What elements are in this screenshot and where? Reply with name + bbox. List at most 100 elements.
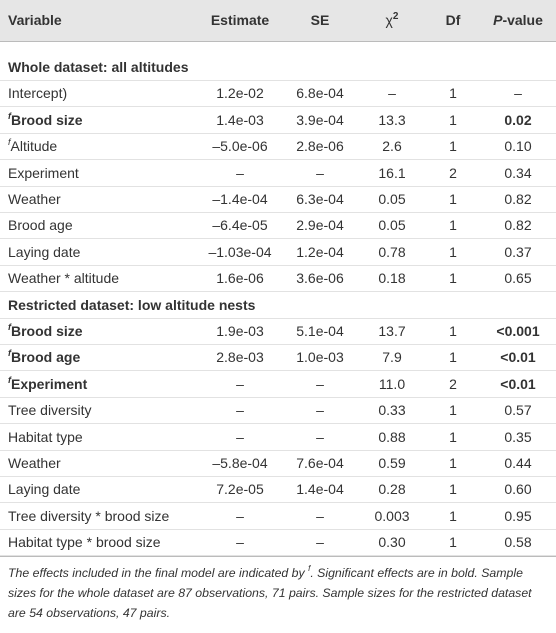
data-row: fBrood size 1.9e-03 5.1e-04 13.7 1 <0.001 bbox=[0, 318, 556, 345]
df-cell: 1 bbox=[449, 455, 457, 471]
chi2-cell: 13.3 bbox=[378, 111, 406, 128]
df-cell: 1 bbox=[449, 270, 457, 287]
df-cell: 1 bbox=[449, 349, 457, 366]
variable-name: Intercept) bbox=[8, 85, 68, 102]
data-row: Laying date 7.2e-05 1.4e-04 0.28 1 0.60 bbox=[0, 476, 556, 504]
variable-cell: Tree diversity * brood size bbox=[8, 503, 169, 529]
variable-cell: Experiment bbox=[8, 160, 79, 186]
se-cell: 5.1e-04 bbox=[296, 323, 344, 339]
df-cell: 1 bbox=[449, 323, 457, 339]
chi2-cell: 0.28 bbox=[378, 481, 406, 498]
data-row: Habitat type * brood size – – 0.30 1 0.58 bbox=[0, 529, 556, 557]
data-row: Laying date –1.03e-04 1.2e-04 0.78 1 0.37 bbox=[0, 239, 556, 266]
variable-name: Laying date bbox=[8, 481, 81, 498]
estimate-cell: –5.0e-06 bbox=[212, 138, 268, 155]
estimate-cell: – bbox=[236, 507, 244, 524]
variable-cell: Weather bbox=[8, 186, 61, 212]
variable-cell: Laying date bbox=[8, 476, 80, 502]
chi2-cell: 7.9 bbox=[382, 349, 402, 366]
p-cell: 0.82 bbox=[504, 217, 532, 234]
variable-name: Brood size bbox=[11, 111, 83, 128]
chi2-cell: 0.003 bbox=[374, 507, 410, 524]
p-cell: <0.001 bbox=[496, 323, 540, 339]
se-cell: – bbox=[316, 164, 324, 181]
variable-name: Experiment bbox=[11, 375, 88, 392]
df-cell: 1 bbox=[449, 111, 457, 128]
chi2-cell: 16.1 bbox=[378, 164, 406, 181]
chi2-cell: 0.59 bbox=[378, 455, 406, 471]
data-row: fBrood size 1.4e-03 3.9e-04 13.3 1 0.02 bbox=[0, 107, 556, 134]
col-header: P-value bbox=[493, 0, 543, 41]
data-row: Weather –5.8e-04 7.6e-04 0.59 1 0.44 bbox=[0, 450, 556, 477]
se-cell: 1.2e-04 bbox=[296, 243, 344, 260]
p-cell: 0.58 bbox=[504, 534, 532, 551]
p-cell: <0.01 bbox=[500, 349, 536, 366]
se-cell: – bbox=[316, 375, 324, 392]
chi2-cell: 0.18 bbox=[378, 270, 406, 287]
variable-cell: fBrood size bbox=[8, 107, 83, 133]
estimate-cell: – bbox=[236, 375, 244, 392]
data-row: Weather –1.4e-04 6.3e-04 0.05 1 0.82 bbox=[0, 186, 556, 213]
col-header: Estimate bbox=[210, 12, 270, 28]
data-row: fBrood age 2.8e-03 1.0e-03 7.9 1 <0.01 bbox=[0, 344, 556, 372]
se-cell: – bbox=[316, 402, 324, 419]
effect-marker: f bbox=[8, 137, 11, 148]
variable-name: Weather * altitude bbox=[8, 270, 120, 287]
footnote-text: The effects included in the final model … bbox=[8, 566, 309, 580]
effect-marker: f bbox=[8, 374, 11, 385]
variable-name: Brood age bbox=[8, 217, 73, 234]
df-cell: 1 bbox=[449, 402, 457, 419]
col-header: χ2 bbox=[386, 0, 399, 41]
chi2-cell: 0.88 bbox=[378, 428, 406, 445]
se-cell: 6.3e-04 bbox=[296, 191, 344, 207]
se-cell: 7.6e-04 bbox=[296, 455, 344, 471]
df-cell: 2 bbox=[449, 164, 457, 181]
chi2-cell: 13.7 bbox=[378, 323, 406, 339]
p-cell: 0.02 bbox=[504, 111, 532, 128]
variable-cell: Habitat type bbox=[8, 424, 83, 450]
df-cell: 1 bbox=[449, 507, 457, 524]
se-cell: 2.9e-04 bbox=[296, 217, 344, 234]
se-cell: 3.6e-06 bbox=[296, 270, 344, 287]
se-cell: 6.8e-04 bbox=[296, 85, 344, 102]
data-row: Intercept) 1.2e-02 6.8e-04 – 1 – bbox=[0, 80, 556, 108]
df-cell: 1 bbox=[449, 481, 457, 498]
chi2-cell: 0.05 bbox=[378, 217, 406, 234]
p-cell: 0.65 bbox=[504, 270, 532, 287]
estimate-cell: – bbox=[236, 164, 244, 181]
chi2-cell: 0.33 bbox=[378, 402, 406, 419]
estimate-cell: –5.8e-04 bbox=[212, 455, 268, 471]
estimate-cell: –6.4e-05 bbox=[212, 217, 268, 234]
variable-name: Brood age bbox=[11, 349, 81, 366]
effect-marker: f bbox=[8, 110, 11, 121]
variable-name: Experiment bbox=[8, 164, 79, 181]
variable-cell: fBrood size bbox=[8, 318, 83, 344]
section-title: Whole dataset: all altitudes bbox=[8, 59, 189, 75]
section-row: Restricted dataset: low altitude nests bbox=[0, 292, 556, 319]
estimate-cell: 1.9e-03 bbox=[216, 323, 264, 339]
data-row: fExperiment – – 11.0 2 <0.01 bbox=[0, 371, 556, 398]
estimate-cell: –1.4e-04 bbox=[212, 191, 268, 207]
se-cell: – bbox=[316, 507, 324, 524]
effect-marker: f bbox=[8, 322, 11, 332]
se-cell: 3.9e-04 bbox=[296, 111, 344, 128]
footnote-sup: f bbox=[308, 564, 311, 573]
variable-cell: fExperiment bbox=[8, 371, 87, 397]
chi2-cell: – bbox=[388, 85, 396, 102]
variable-cell: fAltitude bbox=[8, 133, 57, 159]
se-cell: – bbox=[316, 428, 324, 445]
p-cell: – bbox=[514, 85, 522, 102]
variable-cell: fBrood age bbox=[8, 344, 80, 370]
p-cell: <0.01 bbox=[500, 375, 536, 392]
se-cell: 1.4e-04 bbox=[296, 481, 344, 498]
variable-name: Habitat type * brood size bbox=[8, 534, 161, 551]
p-cell: 0.57 bbox=[504, 402, 532, 419]
data-row: Experiment – – 16.1 2 0.34 bbox=[0, 160, 556, 187]
data-row: Weather * altitude 1.6e-06 3.6e-06 0.18 1 0.6… bbox=[0, 265, 556, 293]
chi2-cell: 2.6 bbox=[382, 138, 402, 155]
data-row: Brood age –6.4e-05 2.9e-04 0.05 1 0.82 bbox=[0, 212, 556, 240]
df-cell: 2 bbox=[449, 375, 457, 392]
p-cell: 0.10 bbox=[504, 138, 532, 155]
table-header: Variable Estimate SE χ2 Df P-value bbox=[0, 0, 556, 42]
